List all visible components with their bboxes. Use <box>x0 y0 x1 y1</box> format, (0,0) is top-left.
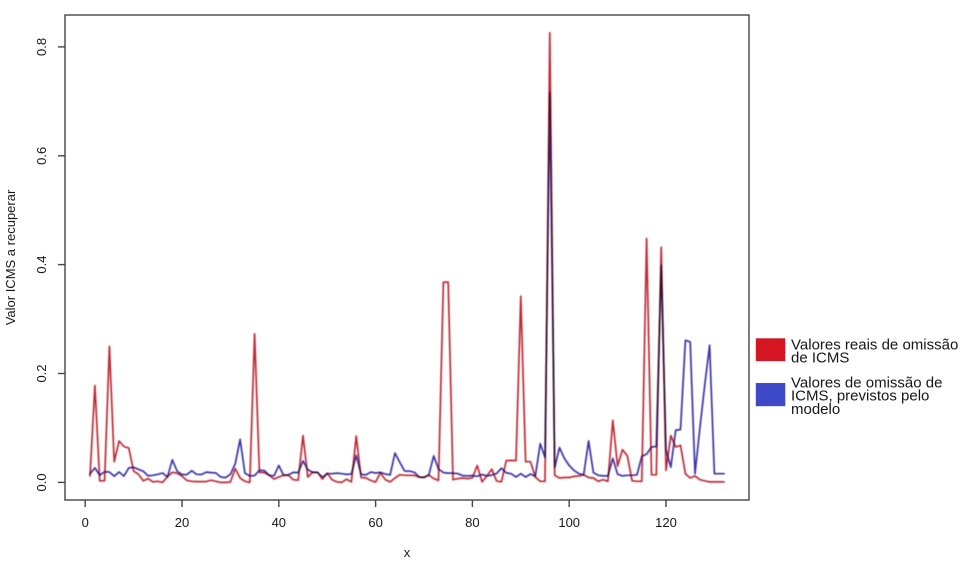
svg-text:Valores reais de omissão: Valores reais de omissão <box>791 336 958 353</box>
svg-text:0.4: 0.4 <box>34 256 49 274</box>
svg-text:modelo: modelo <box>791 401 840 418</box>
svg-text:de ICMS: de ICMS <box>791 350 849 367</box>
svg-text:40: 40 <box>272 515 286 530</box>
svg-text:x: x <box>404 545 411 560</box>
svg-text:60: 60 <box>368 515 382 530</box>
svg-text:80: 80 <box>465 515 479 530</box>
svg-text:0.8: 0.8 <box>34 38 49 56</box>
svg-text:0.0: 0.0 <box>34 473 49 491</box>
svg-text:0: 0 <box>82 515 89 530</box>
svg-text:0.6: 0.6 <box>34 147 49 165</box>
svg-text:Valor ICMS a recuperar: Valor ICMS a recuperar <box>3 189 18 325</box>
svg-text:20: 20 <box>175 515 189 530</box>
svg-text:0.2: 0.2 <box>34 364 49 382</box>
svg-text:ICMS, previstos pelo: ICMS, previstos pelo <box>791 388 929 405</box>
svg-text:Valores de omissão de: Valores de omissão de <box>791 374 942 391</box>
svg-text:100: 100 <box>558 515 580 530</box>
svg-text:120: 120 <box>655 515 677 530</box>
